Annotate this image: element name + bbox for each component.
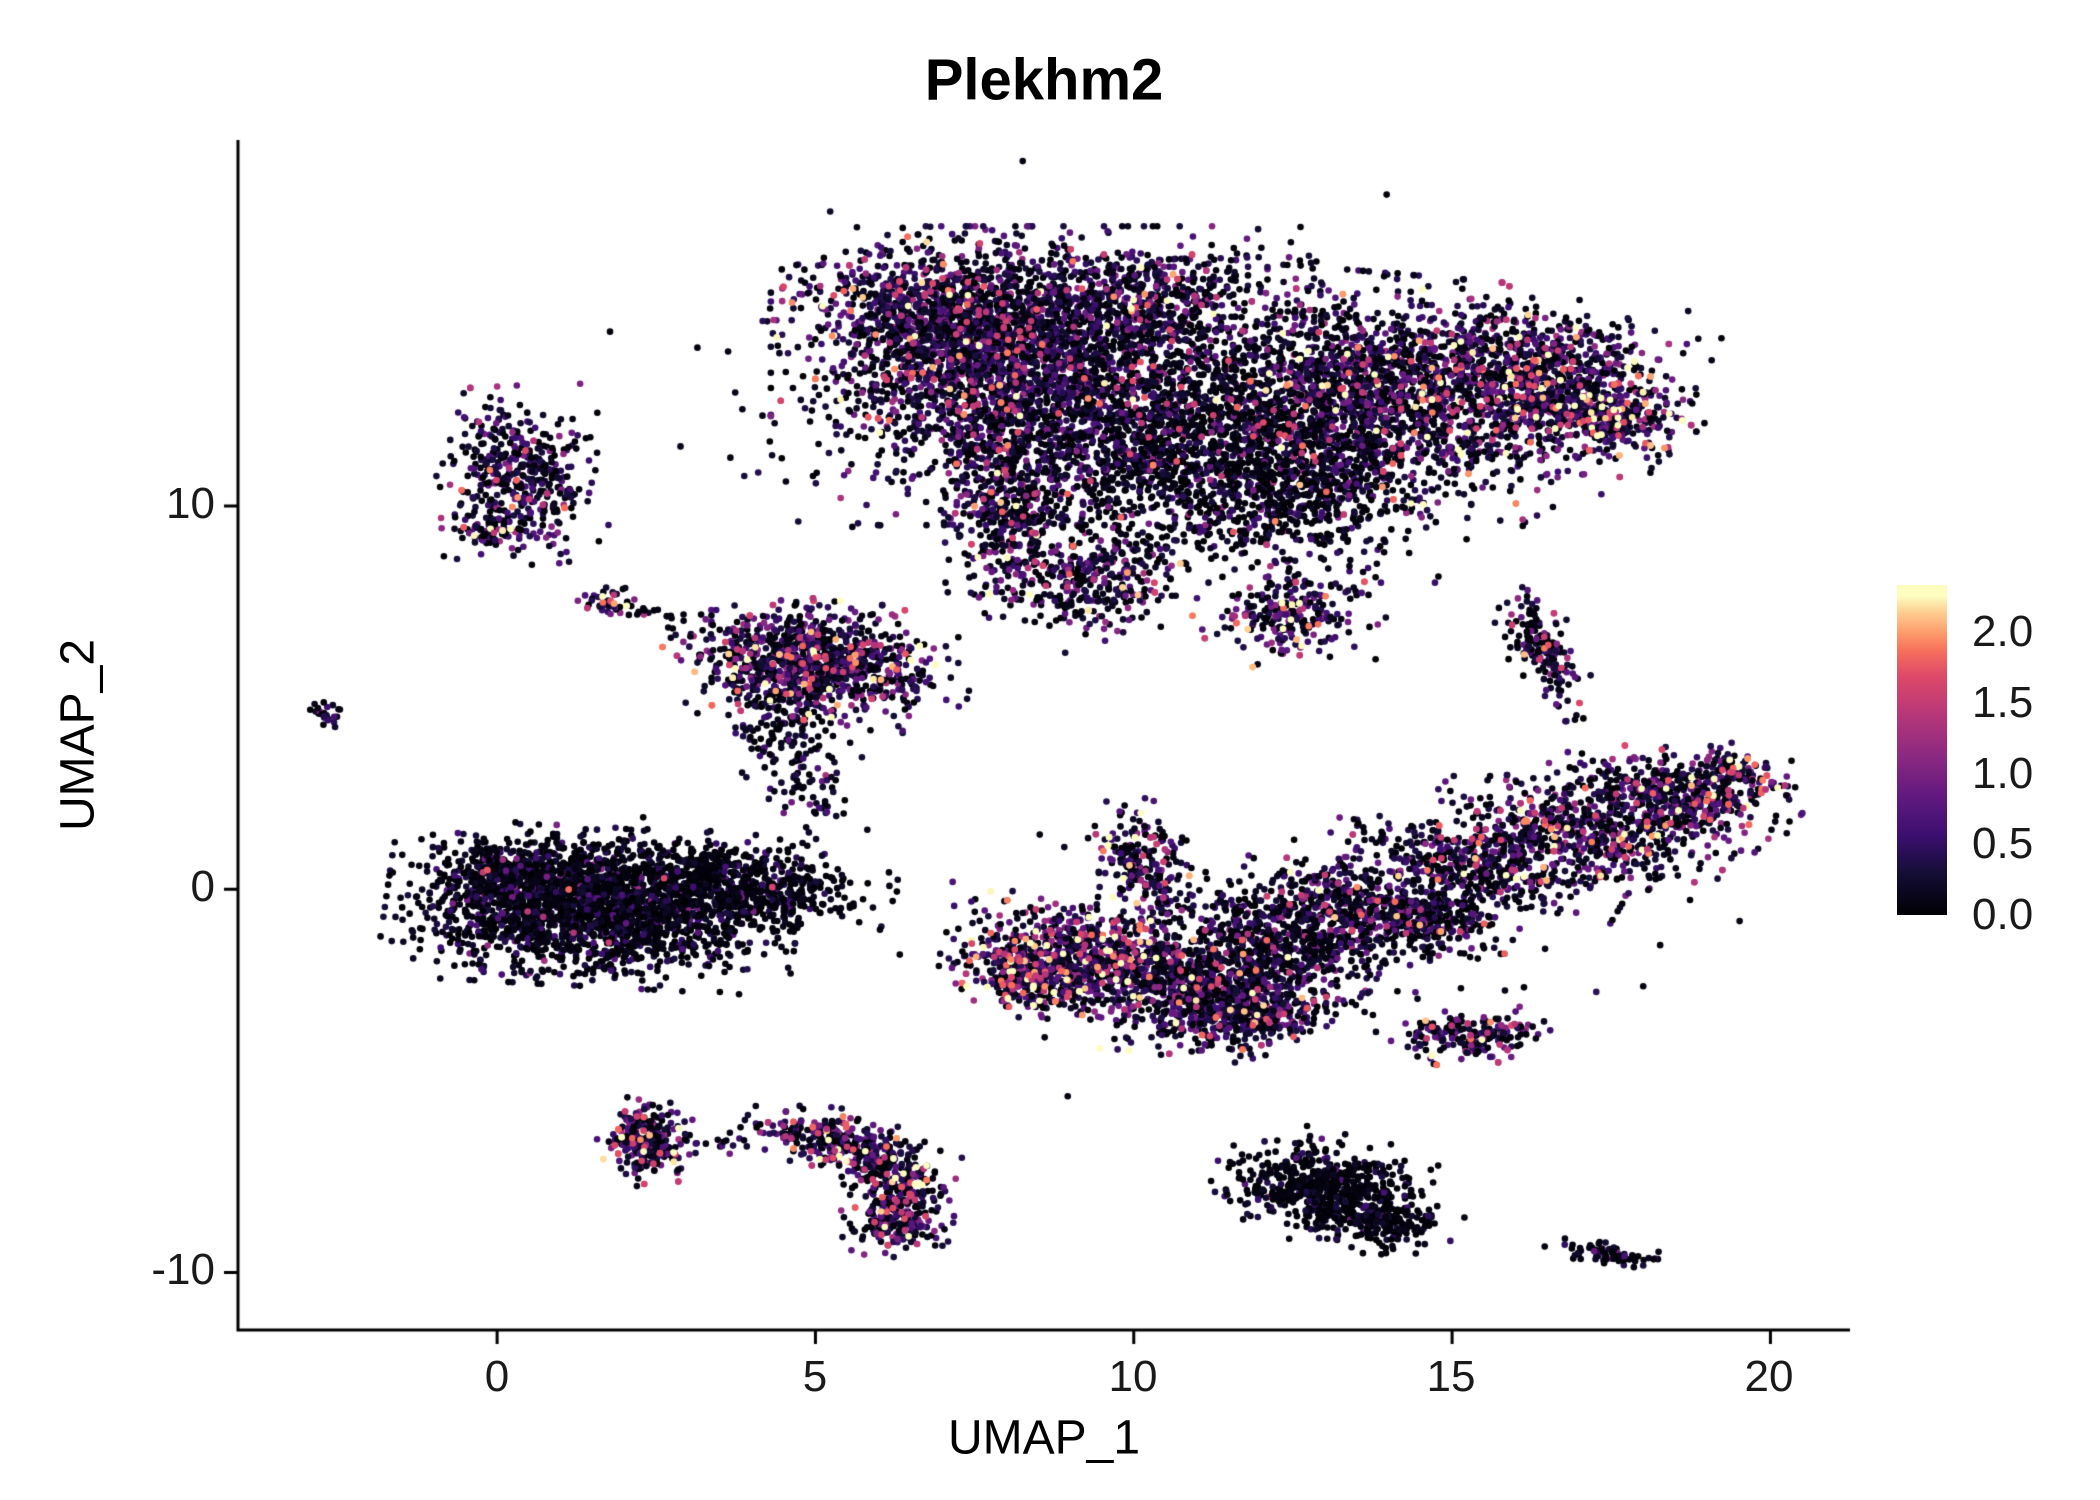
x-tick-label: 20: [1744, 1352, 1794, 1401]
colorbar-tick-label: 1.5: [1972, 678, 2034, 727]
plot-title: Plekhm2: [924, 47, 1164, 113]
colorbar-tick-label: 0.5: [1972, 819, 2034, 868]
x-axis-label: UMAP_1: [947, 1411, 1141, 1465]
x-tick-label: 10: [1108, 1352, 1158, 1401]
y-tick-label: 0: [190, 862, 215, 911]
y-axis-label: UMAP_2: [51, 638, 105, 832]
x-tick-label: 0: [484, 1352, 510, 1401]
colorbar-tick-label: 2.0: [1972, 607, 2034, 656]
expression-colorbar: [1897, 585, 1947, 915]
colorbar-tick-label: 1.0: [1972, 749, 2034, 798]
colorbar-tick-label: 0.0: [1972, 890, 2034, 939]
x-tick-label: 15: [1426, 1352, 1476, 1401]
y-tick-label: -10: [151, 1245, 215, 1294]
y-tick-label: 10: [166, 479, 215, 528]
x-tick-label: 5: [802, 1352, 828, 1401]
